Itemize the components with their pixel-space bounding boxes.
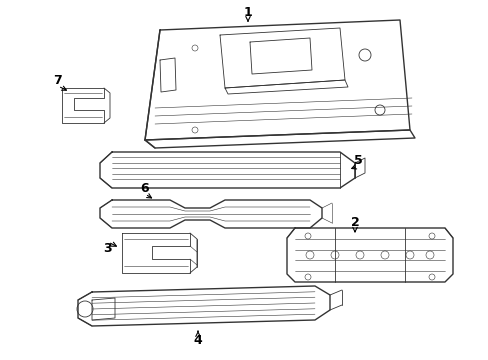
Text: 5: 5 — [353, 153, 362, 166]
Text: 4: 4 — [193, 333, 202, 346]
Text: 6: 6 — [141, 181, 149, 194]
Text: 2: 2 — [350, 216, 359, 229]
Text: 7: 7 — [54, 73, 62, 86]
Text: 3: 3 — [103, 242, 112, 255]
Text: 1: 1 — [243, 5, 252, 18]
